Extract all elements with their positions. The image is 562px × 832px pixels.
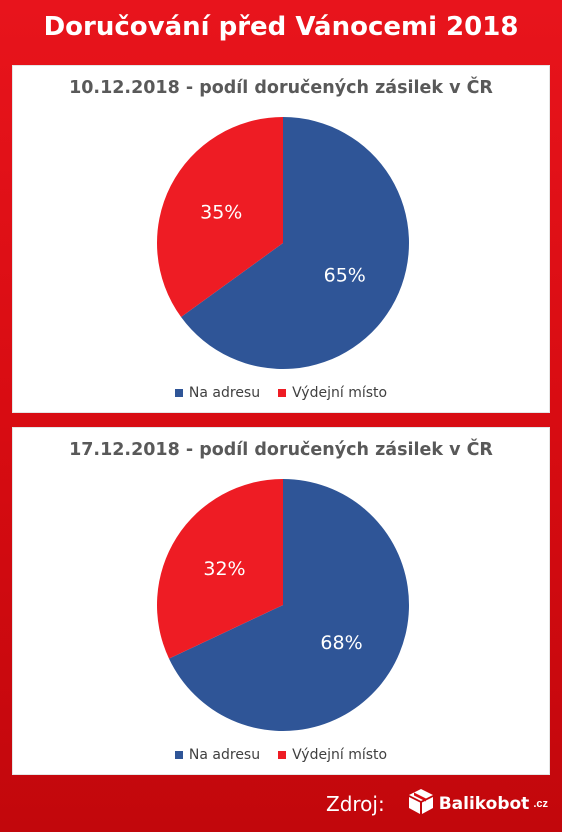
legend-label: Výdejní místo: [292, 747, 388, 763]
legend-label: Na adresu: [188, 747, 261, 763]
legend-swatch-na-adresu: [174, 389, 183, 397]
pie-slice-na-adresu: [168, 479, 409, 731]
slice-data-label: 32%: [203, 558, 245, 580]
chart-legend: Na adresu Výdejní místo: [13, 747, 549, 763]
chart-title: 17.12.2018 - podíl doručených zásilek v …: [69, 440, 493, 460]
logo-text: Balikobot: [438, 793, 530, 814]
pie-slice-vydejni-misto: [157, 117, 283, 318]
legend-item-vydejni-misto: Výdejní místo: [278, 747, 387, 763]
legend-swatch-vydejni-misto: [278, 389, 287, 397]
slice-data-label: 65%: [324, 264, 366, 286]
pie-slice-na-adresu: [181, 117, 409, 369]
pie-chart-panel-1: 10.12.2018 - podíl doručených zásilek v …: [12, 65, 550, 413]
footer: Zdroj: Balikobot .cz: [326, 787, 548, 820]
legend-label: Výdejní místo: [292, 385, 388, 401]
legend-item-na-adresu: Na adresu: [174, 747, 261, 763]
legend-item-na-adresu: Na adresu: [174, 385, 261, 401]
pie-chart: 65% 35%: [157, 117, 409, 369]
logo-suffix: .cz: [533, 797, 548, 810]
slice-data-label: 68%: [320, 632, 362, 654]
chart-title: 10.12.2018 - podíl doručených zásilek v …: [69, 78, 493, 98]
legend-swatch-na-adresu: [174, 751, 183, 759]
balikobot-logo[interactable]: Balikobot .cz: [407, 787, 548, 820]
legend-label: Na adresu: [188, 385, 261, 401]
slice-data-label: 35%: [200, 202, 242, 224]
page-title: Doručování před Vánocemi 2018: [43, 12, 519, 42]
legend-swatch-vydejni-misto: [278, 751, 287, 759]
legend-item-vydejni-misto: Výdejní místo: [278, 385, 387, 401]
pie-chart: 68% 32%: [157, 479, 409, 731]
source-label: Zdroj:: [326, 791, 385, 816]
package-box-icon: [407, 787, 435, 820]
pie-slice-vydejni-misto: [157, 479, 283, 659]
pie-chart-panel-2: 17.12.2018 - podíl doručených zásilek v …: [12, 427, 550, 775]
chart-legend: Na adresu Výdejní místo: [13, 385, 549, 401]
